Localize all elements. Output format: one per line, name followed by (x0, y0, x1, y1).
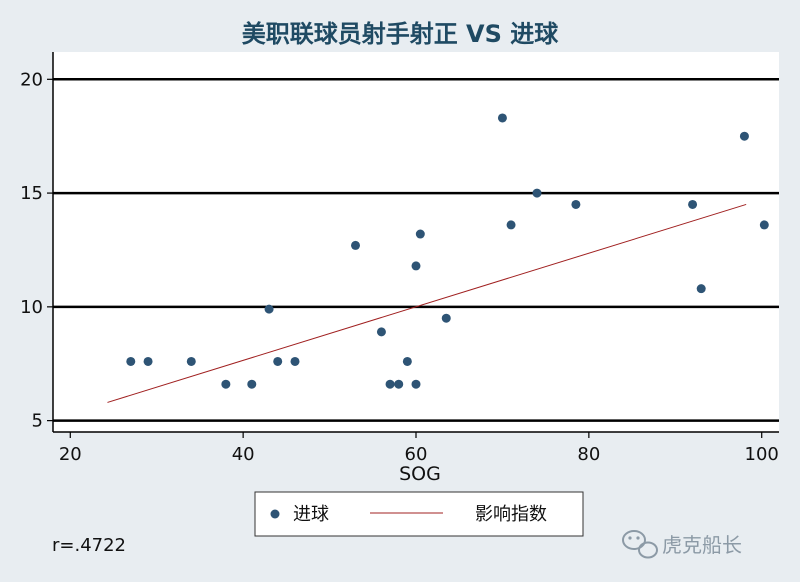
y-tick-label-20: 20 (20, 69, 43, 90)
y-tick-label-15: 15 (20, 183, 43, 204)
x-tick-label-100: 100 (745, 444, 779, 465)
x-tick-label-20: 20 (59, 444, 82, 465)
wechat-icon (622, 530, 658, 559)
fit-line-layer (107, 203, 747, 403)
data-point-8 (351, 240, 360, 250)
grid-lines (53, 78, 779, 422)
legend-box (254, 491, 584, 537)
data-point-6 (273, 356, 283, 366)
y-axis-ticks: 5 10 15 20 (20, 69, 53, 432)
data-point-11 (394, 379, 404, 389)
data-point-20 (571, 199, 581, 209)
scatter-points (126, 113, 769, 389)
data-point-0 (126, 356, 136, 366)
data-point-3 (221, 379, 231, 389)
data-point-18 (506, 220, 516, 230)
data-point-1 (143, 356, 153, 366)
data-point-24 (759, 220, 769, 230)
data-point-13 (411, 379, 421, 389)
data-point-17 (497, 113, 507, 123)
plot-area (53, 52, 779, 432)
y-tick-label-5: 5 (32, 411, 43, 432)
x-tick-label-80: 80 (577, 444, 600, 465)
data-point-19 (532, 188, 542, 198)
fit-line (107, 203, 747, 403)
data-point-14 (411, 261, 421, 271)
data-point-5 (264, 304, 274, 314)
watermark-text: 虎克船长 (662, 533, 742, 557)
x-tick-label-40: 40 (232, 444, 255, 465)
data-point-9 (376, 327, 386, 337)
correlation-annotation: r=.4722 (52, 535, 126, 556)
data-point-10 (385, 379, 395, 389)
x-tick-label-60: 60 (405, 444, 428, 465)
data-point-23 (739, 131, 749, 141)
data-point-7 (290, 356, 300, 366)
data-point-4 (247, 379, 257, 389)
watermark: 虎克船长 (622, 530, 742, 559)
data-point-22 (696, 284, 706, 294)
legend-marker-goals (270, 509, 280, 519)
x-axis-title: SOG (399, 463, 441, 485)
chart-title: 美职联球员射手射正 VS 进球 (242, 20, 560, 48)
data-point-21 (688, 199, 698, 209)
legend: 进球 影响指数 (254, 491, 584, 537)
data-point-16 (441, 313, 451, 323)
y-tick-label-10: 10 (20, 297, 43, 318)
legend-label-goals: 进球 (293, 504, 329, 525)
legend-label-index: 影响指数 (475, 504, 547, 525)
x-axis-ticks: 20 40 60 80 100 (59, 432, 779, 465)
data-point-12 (402, 356, 412, 366)
data-point-2 (186, 356, 196, 366)
data-point-15 (415, 229, 425, 239)
